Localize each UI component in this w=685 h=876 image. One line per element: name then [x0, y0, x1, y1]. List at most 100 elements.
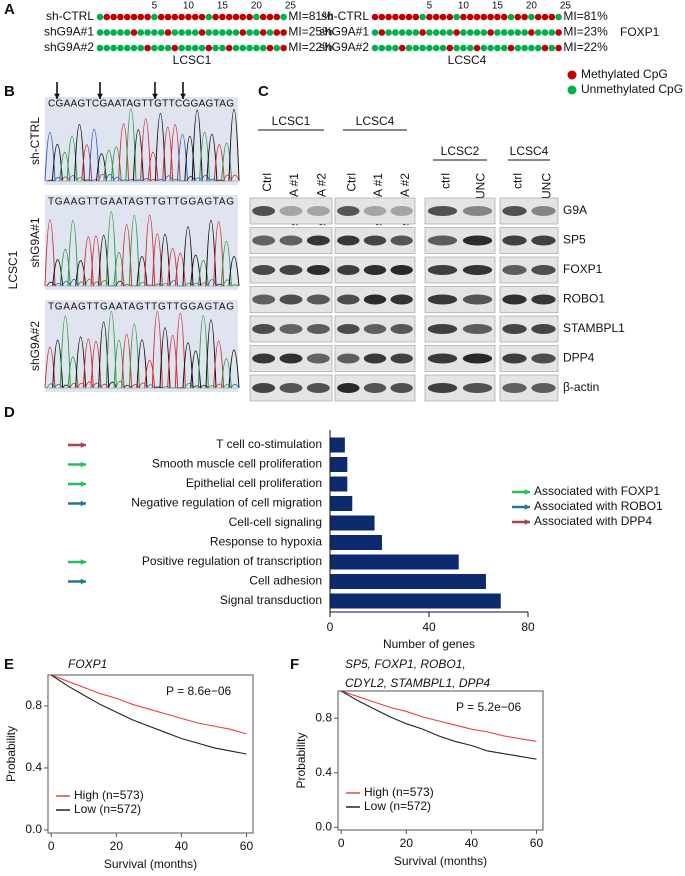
trace-peak	[205, 319, 217, 389]
cpg-dot	[528, 13, 535, 21]
blot-band	[337, 353, 360, 364]
trace-peak	[213, 221, 225, 287]
trace-peak	[146, 384, 156, 389]
cpg-dot	[494, 13, 501, 21]
blot-band	[337, 383, 360, 393]
blot-band	[279, 353, 303, 364]
blot-band	[462, 294, 493, 305]
trace-peak	[228, 349, 240, 389]
cpg-dot	[453, 29, 460, 36]
trace-peak	[228, 109, 240, 182]
arrow-head	[180, 93, 186, 99]
blot-band	[427, 294, 458, 305]
legend-label: Associated with DPP4	[534, 514, 652, 528]
cpg-dot	[164, 44, 172, 52]
blot-group: LCSC4	[510, 144, 549, 158]
legend-label: Associated with FOXP1	[534, 484, 660, 498]
cpg-dot	[123, 29, 131, 36]
sequence: CGAAGTCGAATAGTTGTTCGGAGTAG	[48, 99, 234, 110]
trace-peak	[169, 280, 179, 287]
trace-peak	[128, 323, 140, 389]
cpg-position: 25	[560, 1, 572, 12]
category-label: Negative regulation of cell migration	[131, 496, 322, 510]
trace-peak	[151, 311, 163, 389]
trace-peak	[81, 144, 93, 182]
blot-strip	[424, 197, 496, 225]
cpg-dot	[157, 29, 165, 36]
legend-dot	[567, 70, 577, 80]
y-tick-label: 0.4	[25, 760, 42, 774]
category-label: Signal transduction	[220, 593, 322, 607]
blot-band	[252, 235, 276, 246]
trace-peak	[73, 124, 85, 182]
lane-label: ctrl	[511, 173, 525, 189]
chart-title: SP5, FOXP1, ROBO1,	[345, 657, 466, 671]
trace-peak	[113, 252, 125, 287]
trace-peak	[62, 384, 71, 389]
row-label: shG9A#1	[319, 25, 369, 39]
trace-peak	[142, 178, 151, 182]
cpg-position: 15	[492, 1, 504, 12]
blot-band	[279, 206, 303, 216]
cpg-dot	[460, 44, 467, 52]
blot-band	[502, 206, 527, 216]
arrow-head	[97, 93, 103, 99]
blot-band	[279, 235, 303, 246]
blot-band	[462, 383, 493, 393]
row-label: shG9A#2	[44, 40, 94, 54]
cpg-dot	[412, 13, 420, 21]
x-tick-label: 20	[400, 836, 414, 850]
cpg-dot	[151, 13, 158, 21]
trace-peak	[215, 383, 225, 389]
trace-peak	[190, 350, 202, 389]
trace-peak	[105, 211, 117, 287]
cpg-dot	[246, 44, 253, 52]
cpg-dot	[164, 13, 172, 21]
blot-band	[502, 265, 527, 275]
blot-group: LCSC4	[356, 114, 395, 128]
blot-band	[306, 235, 330, 246]
trace-peak	[140, 118, 152, 182]
trace-peak	[230, 174, 240, 182]
mi-label: MI=81%	[563, 9, 608, 23]
trace-peak	[154, 386, 163, 389]
cpg-dot	[191, 13, 199, 21]
trace-peak	[77, 281, 87, 287]
cpg-dot	[371, 29, 379, 36]
blot-band	[337, 206, 360, 216]
cpg-dot	[453, 13, 460, 21]
blot-band	[502, 383, 527, 393]
x-tick-label: 0	[48, 839, 55, 853]
trace-peak	[107, 381, 117, 389]
trace-peak	[154, 283, 163, 287]
cpg-dot	[273, 13, 281, 21]
cpg-dot	[392, 44, 399, 52]
blot-band	[306, 383, 330, 393]
bar	[330, 437, 345, 453]
protein-label: DPP4	[563, 351, 595, 365]
blot-band	[390, 235, 413, 246]
cpg-dot	[232, 44, 240, 52]
arrow-head	[524, 489, 530, 495]
cpg-dot	[412, 44, 420, 52]
y-axis-title: Probability	[294, 732, 308, 788]
cpg-dot	[185, 29, 192, 36]
cpg-dot	[144, 29, 151, 36]
cpg-position: 15	[217, 1, 229, 12]
cpg-position: 5	[152, 1, 158, 12]
cpg-dot	[534, 29, 542, 36]
blot-band	[252, 265, 276, 275]
cpg-dot	[378, 29, 386, 36]
panel-label: F	[290, 656, 299, 673]
x-axis-title: Survival (months)	[104, 857, 197, 871]
cpg-dot	[419, 44, 426, 52]
blot-band	[279, 324, 303, 334]
trace-peak	[98, 173, 107, 182]
trace-peak	[208, 178, 218, 182]
lane-label: UNC	[540, 173, 554, 199]
blot-band	[502, 324, 527, 334]
cpg-dot	[541, 29, 549, 36]
y-tick-label: 0.4	[315, 765, 332, 779]
trace-peak	[52, 339, 64, 389]
blot-band	[390, 324, 413, 334]
